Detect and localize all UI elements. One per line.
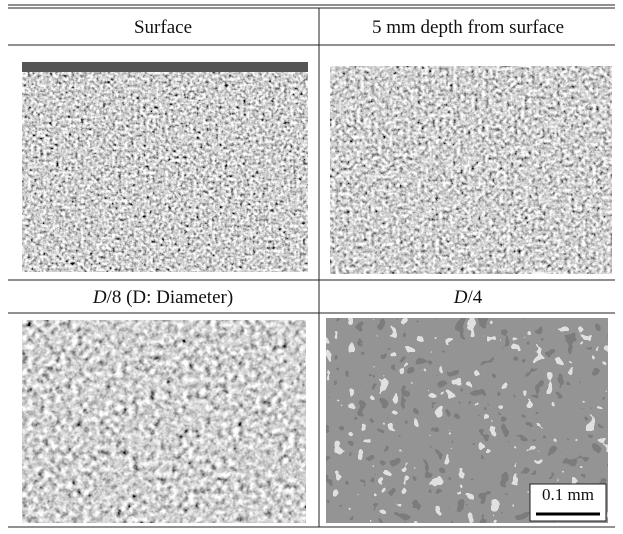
micrograph <box>22 320 306 523</box>
cell-label: D/8 (D: Diameter) <box>92 287 233 308</box>
cell-label: Surface <box>134 17 192 38</box>
surface-layer <box>22 62 308 72</box>
label-part: D <box>453 287 468 308</box>
scale-bar-label: 0.1 mm <box>542 485 594 504</box>
label-part: D <box>92 287 107 308</box>
micrograph <box>22 62 308 272</box>
micrograph <box>330 66 612 274</box>
label-part: /8 (D: Diameter) <box>107 287 234 308</box>
label-part: /4 <box>467 287 482 308</box>
cell-label: D/4 <box>453 287 483 308</box>
cell-label: 5 mm depth from surface <box>372 17 564 38</box>
